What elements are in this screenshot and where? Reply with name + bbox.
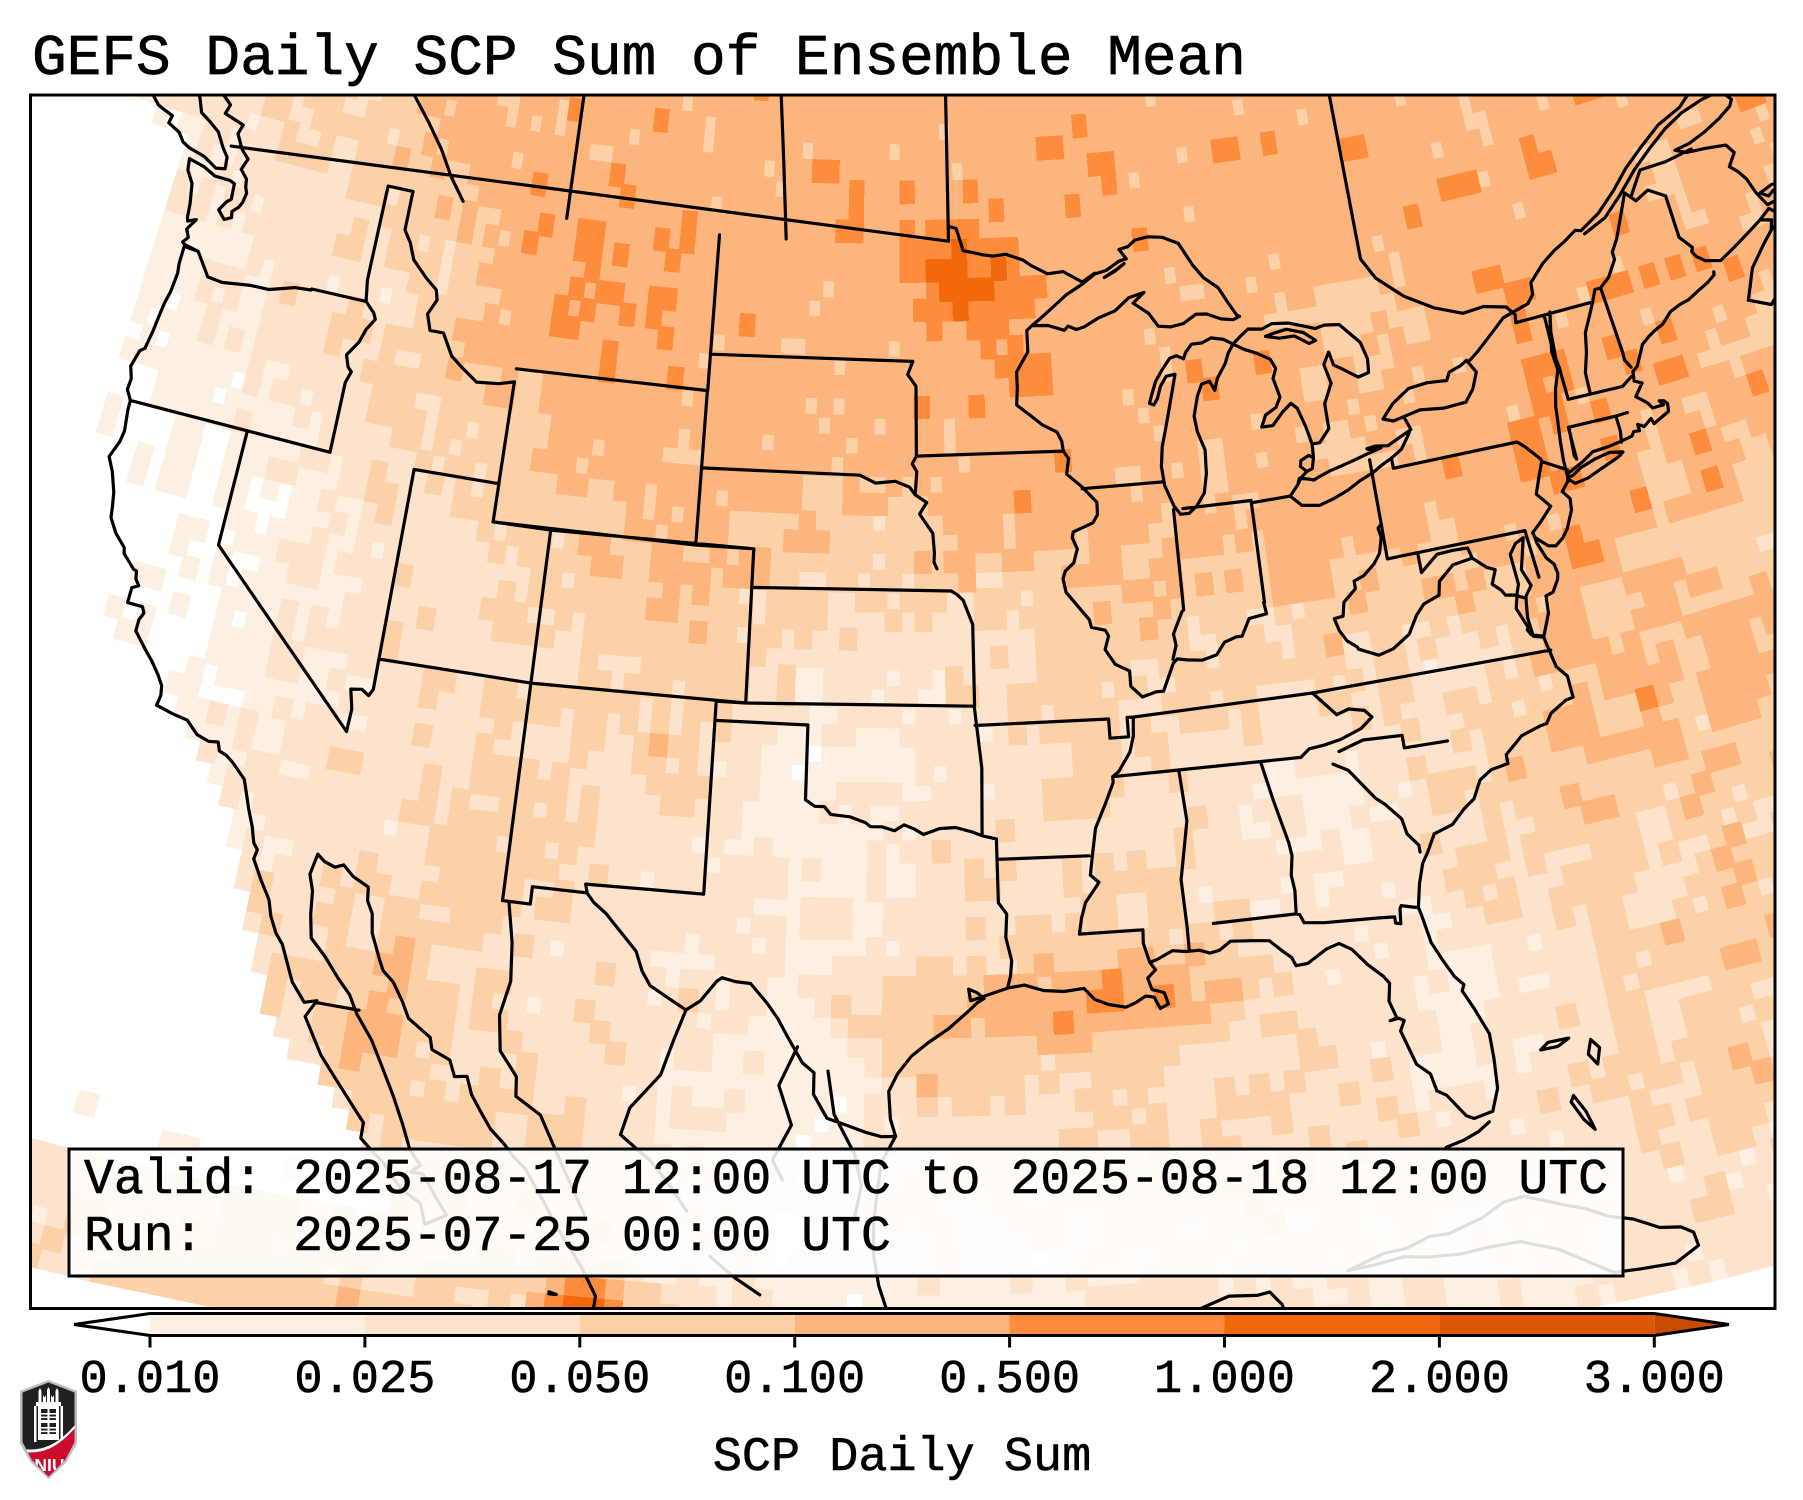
svg-text:2.000: 2.000 [1369,1354,1510,1407]
svg-text:Valid: 2025-08-17 12:00 UTC to: Valid: 2025-08-17 12:00 UTC to 2025-08-1… [84,1152,1608,1208]
svg-text:0.025: 0.025 [294,1354,435,1407]
svg-text:0.100: 0.100 [724,1354,865,1407]
svg-text:0.010: 0.010 [79,1354,220,1407]
svg-text:0.050: 0.050 [509,1354,650,1407]
svg-text:GEFS Daily SCP Sum of Ensemble: GEFS Daily SCP Sum of Ensemble Mean [32,27,1246,92]
svg-text:Run: 2025-07-25 00:00 UTC: Run: 2025-07-25 00:00 UTC [84,1209,891,1265]
svg-text:0.500: 0.500 [939,1354,1080,1407]
svg-text:SCP Daily Sum: SCP Daily Sum [713,1430,1091,1485]
svg-text:1.000: 1.000 [1154,1354,1295,1407]
svg-text:3.000: 3.000 [1584,1354,1725,1407]
